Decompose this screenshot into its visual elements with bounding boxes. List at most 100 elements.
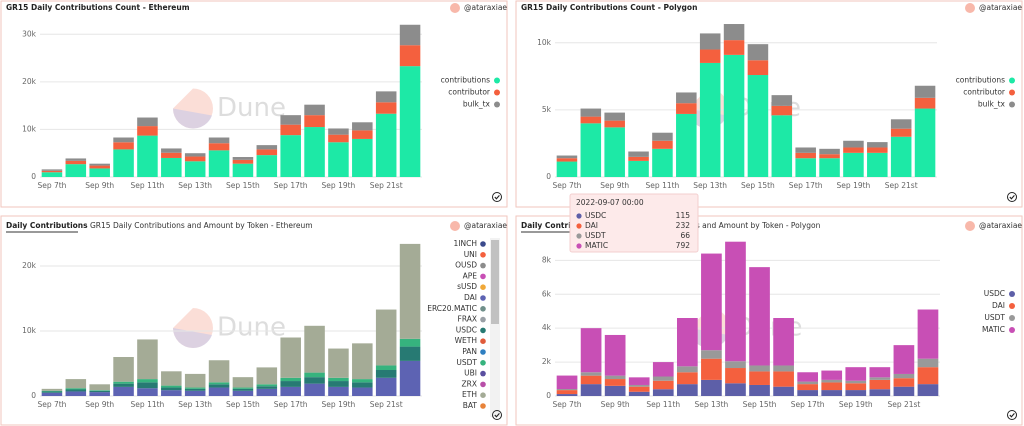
legend-swatch [480,349,486,355]
bar-segment [676,366,698,373]
bar-segment [280,115,301,125]
bar-segment [747,44,769,61]
bar-segment [399,24,421,46]
bar-segment [893,373,915,379]
bar-segment [749,365,770,372]
bar-segment [699,62,721,177]
legend-swatch [1009,77,1015,84]
legend-swatch [494,101,500,108]
y-tick-label: 8k [542,255,552,264]
bar-segment [725,241,746,362]
bar-segment [280,386,301,396]
bar-segment [41,172,63,177]
x-tick-label: Sep 9th [85,400,114,409]
bar-segment [652,132,673,141]
bar-segment [208,150,230,177]
legend-label: ZRX [462,379,478,388]
bar-segment [580,372,602,376]
bar-segment [628,151,649,157]
legend-swatch [1009,327,1015,333]
bar-segment [232,159,254,164]
legend-label: sUSD [457,282,477,291]
bar-segment [914,85,936,98]
bar-segment [890,128,912,137]
y-tick-label: 10k [22,326,37,335]
bar-segment [304,115,325,128]
author: @ataraxiae [979,3,1022,12]
author: @ataraxiae [464,3,507,12]
bar-segment [304,383,325,396]
author-avatar [965,3,975,13]
legend-swatch [1009,101,1015,108]
bar-segment [628,384,650,387]
bar-segment [747,60,769,76]
bar-segment [399,45,421,67]
legend-label: DAI [992,301,1005,310]
bar-segment [843,147,864,153]
bar-segment [41,388,63,391]
status-check [494,195,500,200]
bar-segment [749,267,770,366]
bar-segment [604,334,626,376]
legend: 1INCHUNIOUSDAPEsUSDDAIERC20.MATICFRAXUSD… [427,239,486,410]
x-tick-label: Sep 7th [37,181,66,190]
legend-label: PAN [462,347,477,356]
bar-segment [556,390,578,395]
bar-segment [676,92,697,104]
bar-segment [232,157,254,160]
bar-segment [556,394,578,396]
x-tick-label: Sep 7th [553,400,582,409]
bar-segment [184,388,206,391]
bar-segment [65,164,87,177]
tooltip-title: 2022-09-07 00:00 [576,198,644,207]
legend-swatch [480,295,486,301]
scrollbar-thumb[interactable] [491,240,499,324]
legend-label: USDT [456,358,477,367]
bar-segment [161,371,182,386]
bar-segment [113,381,134,384]
author: @ataraxiae [464,221,507,230]
bar-segment [699,33,721,50]
bar-segment [893,378,915,387]
legend-label: USDT [984,313,1005,322]
bar-segment [893,345,915,374]
y-tick-label: 2k [542,357,552,366]
bar-segment [843,152,864,177]
x-tick-label: Sep 15th [226,181,260,190]
legend-label: contributions [441,76,490,85]
x-tick-label: Sep 13th [178,400,212,409]
y-tick-label: 4k [542,323,552,332]
bar-segment [208,382,230,385]
y-tick-label: 30k [22,29,37,38]
bar-segment [65,391,87,396]
x-tick-label: Sep 13th [693,181,727,190]
bar-segment [304,104,325,116]
bar-segment [137,126,158,136]
y-tick-label: 10k [22,124,37,133]
legend-label: UBI [464,369,477,378]
bar-segment [867,147,888,153]
x-tick-label: Sep 7th [37,400,66,409]
bar-segment [652,376,674,381]
y-tick-label: 20k [22,261,37,270]
bar-segment [328,377,349,382]
bar-segment [723,40,745,55]
bar-segment [256,367,278,385]
bar-segment [399,360,421,396]
y-tick-label: 20k [22,77,37,86]
legend-label: USDC [984,289,1005,298]
tab: Daily Contributions [6,221,88,230]
bar-segment [890,119,912,129]
bar-segment [797,390,819,396]
legend-label: MATIC [982,325,1005,334]
bar-segment [232,388,254,391]
legend-label: ETH [462,390,477,399]
bar-segment [652,140,673,149]
author-avatar [965,221,975,231]
bar-segment [184,387,206,389]
bar-segment [89,390,110,391]
bar-segment [749,384,770,396]
bar-segment [89,392,110,396]
bar-segment [821,390,843,396]
